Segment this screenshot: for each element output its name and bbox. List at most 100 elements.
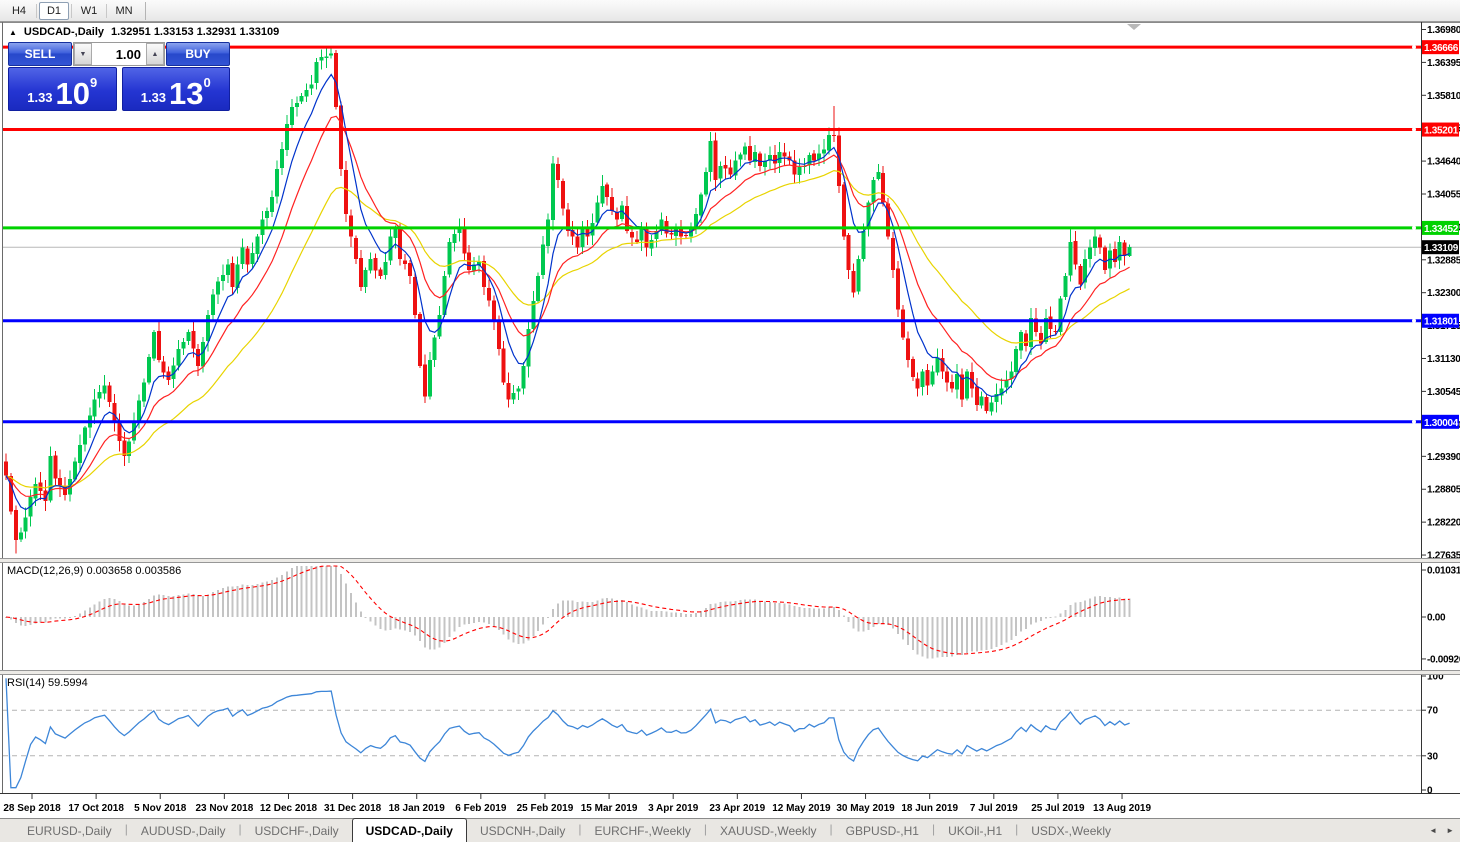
sell-price-point: 9 bbox=[90, 75, 98, 90]
tab-eurchf-weekly[interactable]: EURCHF-,Weekly bbox=[594, 824, 691, 838]
candle-body bbox=[526, 329, 531, 367]
candle-body bbox=[974, 386, 979, 406]
candle-body bbox=[531, 301, 536, 330]
tab-usdx-weekly[interactable]: USDX-,Weekly bbox=[1031, 824, 1112, 838]
candle-body bbox=[1048, 316, 1053, 330]
candle-body bbox=[866, 202, 871, 230]
level-line-anchor[interactable] bbox=[1412, 419, 1416, 424]
buy-button[interactable]: BUY bbox=[166, 42, 230, 66]
candle-body bbox=[684, 235, 689, 237]
candle-body bbox=[393, 228, 398, 238]
sell-price-pips: 10 bbox=[55, 75, 91, 111]
candle-body bbox=[437, 315, 442, 337]
candle-body bbox=[1117, 242, 1122, 261]
rsi-tick-label: 100 bbox=[1427, 672, 1444, 683]
chart-shift-marker-icon[interactable] bbox=[1127, 24, 1141, 30]
price-badge-label: 1.33109 bbox=[1424, 243, 1459, 254]
candle-body bbox=[1043, 317, 1048, 342]
candle-body bbox=[348, 215, 353, 237]
date-tick-label: 25 Feb 2019 bbox=[517, 803, 574, 814]
pane-splitter-rsi[interactable] bbox=[0, 670, 1460, 675]
macd-indicator-label: MACD(12,26,9) 0.003658 0.003586 bbox=[7, 565, 182, 577]
tab-scroll-right-icon[interactable]: ► bbox=[1446, 826, 1454, 835]
candle-body bbox=[245, 248, 250, 265]
tab-audusd-daily[interactable]: AUDUSD-,Daily bbox=[140, 824, 226, 838]
candle-body bbox=[605, 184, 610, 198]
sell-button[interactable]: SELL bbox=[8, 42, 72, 66]
timeframe-button-d1[interactable]: D1 bbox=[39, 1, 69, 20]
timeframe-button-h4[interactable]: H4 bbox=[11, 4, 27, 17]
candle-body bbox=[314, 62, 319, 84]
candle-body bbox=[807, 154, 812, 166]
volume-decrease-button[interactable]: ▼ bbox=[74, 43, 92, 65]
toolbar-separator bbox=[106, 3, 107, 18]
candle-body bbox=[122, 440, 127, 456]
candle-body bbox=[230, 263, 235, 288]
tab-usdchf-daily[interactable]: USDCHF-,Daily bbox=[254, 824, 339, 838]
candle-body bbox=[225, 264, 230, 276]
level-line-anchor[interactable] bbox=[1412, 45, 1416, 50]
candle-body bbox=[309, 84, 314, 89]
tab-separator: | bbox=[578, 821, 582, 836]
candle-body bbox=[284, 123, 289, 150]
price-tick-label: 1.34055 bbox=[1427, 189, 1460, 200]
candle-body bbox=[151, 332, 156, 359]
candle-body bbox=[210, 294, 215, 316]
candle-body bbox=[107, 385, 112, 402]
tab-usdcad-daily[interactable]: USDCAD-,Daily bbox=[351, 818, 467, 842]
pane-splitter-macd[interactable] bbox=[0, 558, 1460, 563]
candle-body bbox=[748, 145, 753, 161]
tab-eurusd-daily[interactable]: EURUSD-,Daily bbox=[27, 824, 112, 838]
sell-price-display[interactable]: 1.33 10 9 bbox=[8, 67, 117, 111]
price-badge bbox=[1422, 313, 1459, 328]
date-tick-label: 12 May 2019 bbox=[772, 803, 831, 814]
level-line-anchor[interactable] bbox=[1412, 127, 1416, 132]
candle-body bbox=[876, 171, 881, 179]
price-badge bbox=[1422, 220, 1459, 235]
candle-body bbox=[132, 422, 137, 441]
chart-tab-bar: EURUSD-,Daily | AUDUSD-,Daily | USDCHF-,Dail… bbox=[0, 818, 1460, 842]
date-tick-label: 13 Aug 2019 bbox=[1093, 803, 1151, 814]
candle-body bbox=[156, 330, 161, 361]
volume-stepper: ▼ 1.00 ▲ bbox=[73, 42, 165, 66]
timeframe-button-w1[interactable]: W1 bbox=[80, 4, 98, 17]
candle-body bbox=[590, 223, 595, 236]
candle-body bbox=[329, 53, 334, 56]
candle-body bbox=[353, 237, 358, 259]
tab-separator: | bbox=[931, 821, 936, 836]
candle-body bbox=[989, 402, 994, 412]
candle-body bbox=[693, 213, 698, 230]
candle-body bbox=[753, 152, 758, 163]
symbol-period-label: USDCAD-,Daily bbox=[23, 26, 104, 38]
volume-increase-button[interactable]: ▲ bbox=[146, 43, 164, 65]
candle-body bbox=[841, 184, 846, 237]
candle-body bbox=[186, 332, 191, 342]
candle-body bbox=[196, 348, 201, 366]
candle-body bbox=[723, 165, 728, 169]
candle-body bbox=[536, 275, 541, 302]
candle-body bbox=[575, 236, 580, 248]
candle-body bbox=[817, 153, 822, 160]
candle-body bbox=[447, 242, 452, 275]
tab-scroll-left-icon[interactable]: ◄ bbox=[1429, 826, 1438, 835]
candle-body bbox=[18, 532, 23, 540]
candle-body bbox=[127, 441, 132, 456]
candle-body bbox=[886, 203, 891, 237]
candle-body bbox=[718, 166, 723, 179]
level-line-anchor[interactable] bbox=[1412, 318, 1416, 323]
collapse-chart-icon[interactable]: ▲ bbox=[9, 27, 17, 37]
buy-price-display[interactable]: 1.33 13 0 bbox=[121, 67, 230, 111]
tab-xauusd-weekly[interactable]: XAUUSD-,Weekly bbox=[720, 824, 817, 838]
candle-body bbox=[1122, 242, 1127, 257]
level-line-anchor[interactable] bbox=[1412, 225, 1416, 230]
volume-input[interactable]: 1.00 bbox=[115, 46, 141, 62]
candle-body bbox=[792, 160, 797, 175]
tab-usdcnh-daily[interactable]: USDCNH-,Daily bbox=[479, 824, 566, 838]
tab-gbpusd-h1[interactable]: GBPUSD-,H1 bbox=[845, 824, 919, 838]
candle-body bbox=[881, 172, 886, 203]
candle-body bbox=[836, 135, 841, 186]
timeframe-button-mn[interactable]: MN bbox=[115, 4, 133, 17]
tab-ukoil-h1[interactable]: UKOil-,H1 bbox=[948, 824, 1003, 838]
candle-body bbox=[856, 258, 861, 292]
